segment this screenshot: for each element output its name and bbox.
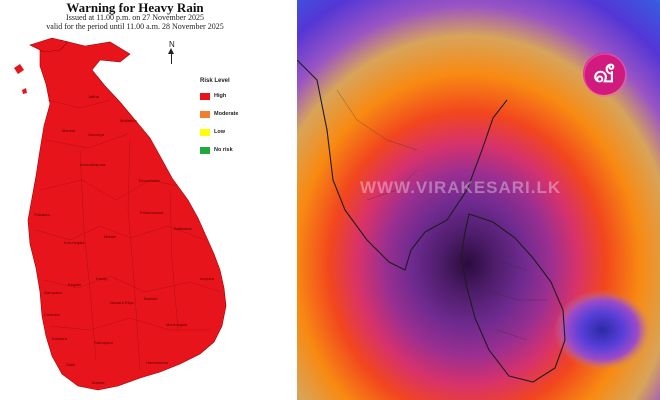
district-label: Matara	[92, 380, 105, 385]
warning-title: Warning for Heavy Rain	[66, 0, 204, 15]
virakesari-logo-icon: வீ	[583, 53, 627, 97]
district-label: Mullaitivu	[120, 118, 137, 123]
district-label: Puttalam	[34, 212, 50, 217]
district-label: Vavuniya	[88, 132, 105, 137]
district-label: Galle	[66, 362, 76, 367]
legend-item: Moderate	[200, 108, 260, 120]
north-arrow-icon	[168, 48, 174, 64]
district-label: Colombo	[44, 312, 61, 317]
island-islet	[22, 88, 27, 94]
legend-label: No risk	[214, 147, 233, 153]
panel-divider	[293, 0, 297, 400]
district-label: Anuradhapura	[80, 162, 106, 167]
legend-label: Moderate	[214, 111, 239, 117]
legend-item: Low	[200, 126, 260, 138]
district-label: Polonnaruwa	[140, 210, 164, 215]
legend-item: No risk	[200, 144, 260, 156]
legend-label: High	[214, 93, 227, 99]
legend-items: High Moderate Low No risk	[200, 90, 260, 156]
sri-lanka-risk-map	[14, 37, 227, 391]
district-label: Kalutara	[52, 336, 67, 341]
district-label: Kandy	[96, 276, 108, 281]
district-label: Mannar	[62, 128, 76, 133]
coastline-sri-lanka	[460, 213, 566, 383]
district-label: Gampaha	[44, 290, 62, 295]
coastline-india	[297, 59, 508, 271]
district-label: Moneragala	[166, 322, 188, 327]
jaffna-peninsula	[29, 37, 69, 53]
district-label: Hambantota	[146, 360, 168, 365]
logo-glyph: வீ	[593, 63, 614, 88]
admin-borders	[336, 89, 547, 341]
legend-title: Risk Level	[200, 78, 230, 84]
rain-warning-map-panel: Warning for Heavy Rain Issued at 11.00 p…	[0, 0, 293, 400]
district-borders	[35, 99, 221, 371]
district-label: Badulla	[144, 296, 158, 301]
low-pressure-eddy	[554, 290, 650, 370]
district-label: Trincomalee	[138, 178, 160, 183]
issued-text: Issued at 11.00 p.m. on 27 November 2025	[66, 13, 204, 22]
legend-swatch	[200, 146, 210, 154]
district-label: Kurunegala	[64, 240, 85, 245]
legend-item: High	[200, 90, 260, 102]
district-label: Nuwara Eliya	[110, 300, 134, 305]
legend-swatch	[200, 110, 210, 118]
district-label: Jaffna	[88, 94, 99, 99]
risk-legend: Risk Level High Moderate Low No risk	[200, 78, 260, 162]
watermark-text: WWW.VIRAKESARI.LK	[360, 178, 562, 197]
district-label: Matale	[104, 234, 117, 239]
north-label: N	[169, 40, 175, 49]
island-islet	[14, 64, 24, 74]
district-label: Ratnapura	[94, 340, 113, 345]
valid-period-text: valid for the period until 11.00 a.m. 28…	[46, 22, 224, 31]
district-label: Ampara	[200, 276, 215, 281]
legend-swatch	[200, 128, 210, 136]
district-label: Batticaloa	[174, 226, 192, 231]
legend-swatch	[200, 92, 210, 100]
sri-lanka-landmass	[27, 39, 227, 391]
legend-label: Low	[214, 129, 225, 135]
district-label: Kegalle	[68, 282, 82, 287]
